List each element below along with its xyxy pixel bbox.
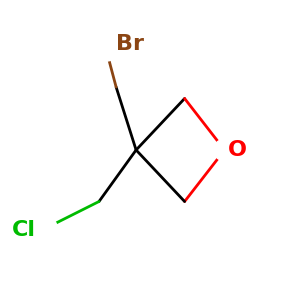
Text: O: O (227, 140, 246, 160)
Text: Br: Br (116, 34, 144, 54)
Text: Cl: Cl (12, 220, 36, 240)
Circle shape (26, 214, 58, 246)
Circle shape (214, 139, 236, 161)
Circle shape (88, 27, 122, 61)
